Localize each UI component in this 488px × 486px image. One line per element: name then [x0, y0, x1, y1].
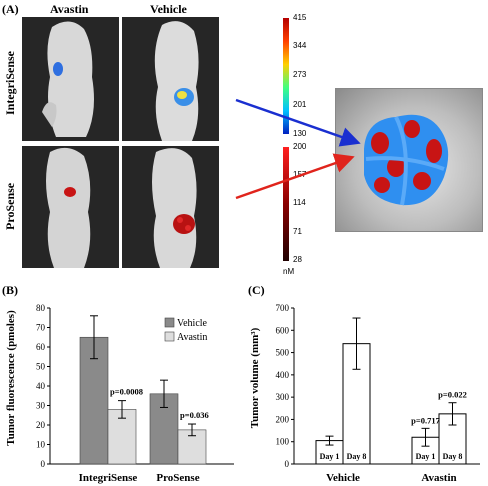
- scale-unit: nM: [283, 267, 295, 276]
- scale-tick: 273: [293, 70, 307, 79]
- x-tick-label: IntegriSense: [79, 472, 138, 484]
- y-tick-label: 600: [276, 325, 290, 335]
- scale-tick: 201: [293, 100, 307, 109]
- y-tick-label: 100: [276, 437, 290, 447]
- y-axis-label: Tumor volume (mm³): [249, 327, 261, 428]
- bar-day-label: Day 1: [320, 452, 340, 461]
- p-value-label: p=0.717: [411, 415, 440, 425]
- bar-day-label: Day 8: [443, 452, 463, 461]
- mouse-image-avastin-prosense: [22, 146, 119, 268]
- panel-a-label: (A): [2, 2, 19, 16]
- scale-tick: 130: [293, 129, 307, 138]
- x-tick-label: ProSense: [156, 472, 199, 484]
- y-axis-label: Tumor fluorescence (pmoles): [5, 310, 17, 446]
- chart-c: (C) Tumor volume (mm³) 0 100 200 300 400 500 6…: [248, 283, 480, 484]
- p-value-label: p=0.036: [180, 410, 209, 420]
- y-tick-label: 0: [41, 459, 46, 469]
- y-tick-label: 500: [276, 348, 290, 358]
- arrow-prosense: [235, 153, 355, 200]
- y-tick-label: 50: [36, 362, 46, 372]
- y-tick-label: 300: [276, 392, 290, 402]
- scale-tick: 200: [293, 142, 307, 151]
- panel-b-label: (B): [2, 283, 18, 297]
- scale-tick: 344: [293, 41, 307, 50]
- bar-day-label: Day 8: [347, 452, 367, 461]
- y-tick-label: 40: [36, 381, 46, 391]
- x-tick-label: Avastin: [421, 472, 456, 484]
- mouse-image-avastin-integrisense: [22, 17, 119, 141]
- arrow-integrisense: [235, 98, 361, 147]
- column-label-avastin: Avastin: [50, 2, 89, 16]
- p-value-label: p=0.022: [438, 390, 467, 400]
- scale-tick: 415: [293, 13, 307, 22]
- column-label-vehicle: Vehicle: [150, 2, 187, 16]
- y-tick-label: 70: [36, 323, 46, 333]
- y-tick-label: 20: [36, 420, 46, 430]
- y-tick-label: 80: [36, 303, 46, 313]
- p-value-label: p=0.0008: [110, 387, 143, 397]
- y-tick-label: 200: [276, 414, 290, 424]
- legend-swatch: [164, 331, 175, 342]
- chart-b: (B) Tumor fluorescence (pmoles) 0 10 20 30 4…: [2, 283, 234, 484]
- color-scale-prosense: [283, 147, 289, 261]
- scale-tick: 71: [293, 227, 302, 236]
- y-tick-label: 60: [36, 342, 46, 352]
- y-tick-label: 700: [276, 303, 290, 313]
- legend-swatch: [164, 317, 175, 328]
- panel-c-label: (C): [248, 283, 265, 297]
- legend-label: Avastin: [177, 332, 207, 343]
- x-tick-label: Vehicle: [326, 472, 360, 484]
- tumor-3d-render: [335, 88, 483, 232]
- y-tick-label: 10: [36, 440, 46, 450]
- mouse-image-vehicle-integrisense: [122, 17, 219, 141]
- panel-a-arrows: [235, 98, 361, 200]
- y-tick-label: 400: [276, 370, 290, 380]
- y-tick-label: 0: [285, 459, 290, 469]
- y-tick-label: 30: [36, 401, 46, 411]
- legend-label: Vehicle: [177, 318, 208, 329]
- color-scale-integrisense: [283, 18, 289, 134]
- mouse-image-vehicle-prosense: [122, 146, 219, 268]
- bar-day-label: Day 1: [416, 452, 436, 461]
- scale-tick: 114: [293, 198, 306, 207]
- scale-tick: 28: [293, 255, 302, 264]
